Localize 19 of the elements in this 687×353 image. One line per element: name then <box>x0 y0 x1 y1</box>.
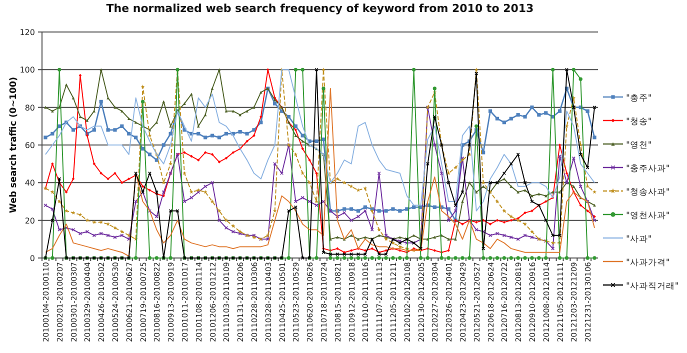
legend-label: "사과가격" <box>626 258 670 268</box>
legend-label: "청송" <box>626 117 652 127</box>
y-tick-label: 0 <box>30 254 35 263</box>
legend-label: "충주" <box>626 94 652 104</box>
y-tick-label: 120 <box>20 28 35 37</box>
line-series <box>44 69 596 212</box>
y-tick-label: 60 <box>24 141 35 150</box>
legend-label: "청송사과" <box>626 188 670 198</box>
chart-title: The normalized web search frequency of keyword from 2010 to 2013 <box>106 2 534 15</box>
legend-label: "사과" <box>626 234 652 244</box>
y-tick-label: 80 <box>24 103 35 112</box>
legend-label: "충주사과" <box>626 164 670 174</box>
y-axis-title: Web search traffic (0~100) <box>9 76 19 214</box>
y-tick-label: 100 <box>20 66 35 75</box>
legend-label: "영천" <box>626 140 652 150</box>
y-tick-label: 40 <box>24 178 35 188</box>
legend-label: "사과직거래" <box>626 282 679 292</box>
legend-label: "영천사과" <box>626 211 670 221</box>
y-tick-label: 20 <box>24 216 35 226</box>
